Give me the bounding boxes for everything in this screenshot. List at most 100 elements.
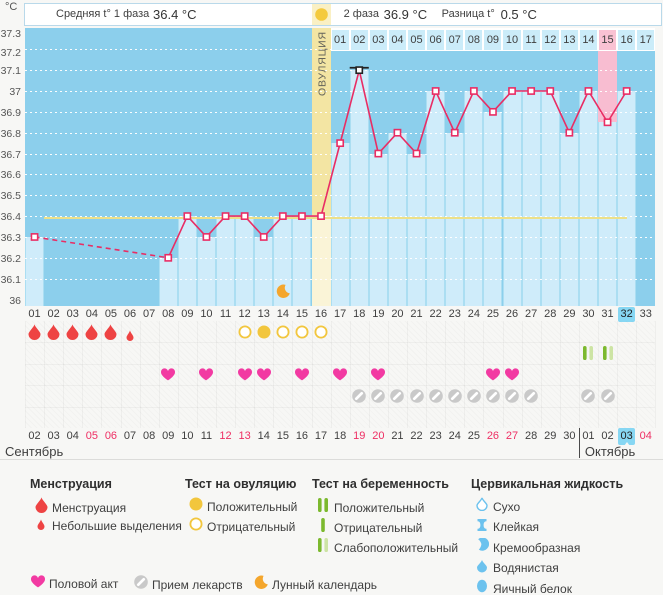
cycle-day-number[interactable]: 14	[276, 308, 289, 320]
medication-icon[interactable]	[428, 389, 443, 408]
menstruation-icon[interactable]	[66, 324, 79, 345]
cycle-day-number[interactable]: 04	[85, 308, 98, 320]
temperature-bar[interactable]	[540, 91, 560, 306]
calendar-date[interactable]: 17	[314, 430, 328, 442]
cycle-day-number[interactable]: 32	[618, 307, 636, 322]
cycle-day-number[interactable]: 20	[391, 308, 404, 320]
temperature-bar[interactable]	[235, 216, 255, 306]
medication-icon[interactable]	[371, 389, 386, 408]
cycle-day-number[interactable]: 16	[314, 308, 328, 320]
menstruation-icon[interactable]	[104, 324, 117, 345]
temperature-bar[interactable]	[407, 153, 427, 306]
cycle-day-number[interactable]: 06	[123, 308, 137, 320]
calendar-date[interactable]: 01	[582, 430, 595, 442]
cycle-day-number[interactable]: 07	[143, 308, 156, 320]
calendar-date[interactable]: 10	[181, 430, 194, 442]
calendar-date[interactable]: 13	[238, 430, 251, 442]
phase2-day-cell[interactable]: 06	[427, 29, 445, 50]
cycle-day-number[interactable]: 09	[181, 308, 194, 320]
phase2-day-cell[interactable]: 16	[618, 29, 636, 50]
cycle-day-number[interactable]: 21	[410, 308, 423, 320]
calendar-date[interactable]: 18	[334, 430, 347, 442]
phase2-day-cell[interactable]: 04	[388, 29, 406, 50]
cycle-day-number[interactable]: 25	[486, 308, 500, 320]
cycle-day-number[interactable]: 08	[162, 308, 175, 320]
phase2-day-cell[interactable]: 02	[350, 29, 368, 50]
temperature-bar[interactable]	[502, 91, 522, 306]
calendar-date[interactable]: 06	[104, 430, 118, 442]
intercourse-icon[interactable]	[161, 368, 176, 386]
calendar-date[interactable]: 09	[162, 430, 175, 442]
cycle-day-number[interactable]: 11	[219, 308, 232, 320]
cycle-day-number[interactable]: 12	[238, 308, 251, 320]
temperature-bar[interactable]	[177, 216, 197, 306]
cycle-day-number[interactable]: 24	[467, 308, 480, 320]
pregnancy-test-weak-icon[interactable]	[602, 345, 614, 366]
cycle-day-number[interactable]: 30	[582, 308, 595, 320]
menstruation-icon[interactable]	[47, 324, 60, 345]
cycle-day-number[interactable]: 19	[372, 308, 385, 320]
temperature-bar[interactable]	[349, 70, 369, 306]
ovulation-test-negative-icon[interactable]	[314, 325, 328, 344]
medication-icon[interactable]	[524, 389, 538, 408]
ovulation-test-positive-icon[interactable]	[257, 325, 271, 344]
phase2-day-cell[interactable]: 09	[484, 29, 502, 50]
cycle-day-number[interactable]: 03	[66, 308, 79, 320]
phase2-day-cell[interactable]: 13	[560, 29, 578, 50]
calendar-date[interactable]: 14	[257, 430, 270, 442]
intercourse-icon[interactable]	[256, 368, 271, 386]
calendar-date[interactable]: 28	[525, 430, 538, 442]
menstruation-icon[interactable]	[28, 324, 41, 345]
temperature-bar[interactable]	[559, 132, 579, 306]
temperature-bar[interactable]	[598, 122, 618, 306]
calendar-date[interactable]: 30	[563, 430, 576, 442]
menstruation-icon[interactable]	[85, 324, 98, 345]
temperature-bar[interactable]	[464, 91, 484, 306]
intercourse-icon[interactable]	[333, 368, 348, 386]
temperature-bar[interactable]	[254, 236, 274, 306]
medication-icon[interactable]	[352, 389, 367, 408]
calendar-date[interactable]: 02	[28, 430, 41, 442]
calendar-date[interactable]: 19	[353, 430, 366, 442]
temperature-bar[interactable]	[273, 216, 293, 306]
ovulation-test-negative-icon[interactable]	[295, 325, 309, 344]
intercourse-icon[interactable]	[199, 368, 214, 386]
medication-icon[interactable]	[581, 389, 596, 408]
cycle-day-number[interactable]: 18	[353, 308, 366, 320]
temperature-bar[interactable]	[292, 216, 312, 306]
cycle-day-number[interactable]: 28	[544, 308, 557, 320]
intercourse-icon[interactable]	[371, 368, 386, 386]
cycle-day-number[interactable]: 15	[295, 308, 309, 320]
phase2-day-cell[interactable]: 12	[541, 29, 559, 50]
phase2-day-cell[interactable]: 03	[369, 29, 387, 50]
cycle-day-number[interactable]: 23	[448, 308, 461, 320]
cycle-day-number[interactable]: 29	[563, 308, 576, 320]
calendar-date[interactable]: 08	[143, 430, 156, 442]
calendar-date[interactable]: 21	[391, 430, 404, 442]
temperature-bar[interactable]	[330, 143, 350, 306]
cycle-day-number[interactable]: 01	[28, 308, 41, 320]
calendar-date[interactable]: 12	[219, 430, 232, 442]
calendar-date[interactable]: 26	[486, 430, 500, 442]
temperature-bar[interactable]	[578, 91, 598, 306]
events-grid[interactable]	[25, 321, 655, 428]
intercourse-icon[interactable]	[505, 368, 520, 386]
calendar-date[interactable]: 29	[544, 430, 557, 442]
temperature-bar[interactable]	[196, 236, 216, 306]
phase2-day-cell[interactable]: 07	[446, 29, 464, 50]
phase2-day-cell[interactable]: 08	[465, 29, 483, 50]
calendar-date[interactable]: 03	[47, 430, 60, 442]
phase2-day-cell[interactable]: 10	[503, 29, 521, 50]
intercourse-icon[interactable]	[237, 368, 252, 386]
phase2-day-cell[interactable]: 05	[407, 29, 426, 50]
phase2-day-cell[interactable]: 14	[579, 29, 597, 50]
cycle-day-number[interactable]: 33	[639, 308, 652, 320]
ovulation-test-negative-icon[interactable]	[238, 325, 252, 344]
medication-icon[interactable]	[486, 389, 500, 408]
calendar-date[interactable]: 25	[467, 430, 480, 442]
medication-icon[interactable]	[409, 389, 424, 408]
temperature-series[interactable]: ОВУЛЯЦИЯ	[25, 28, 655, 306]
medication-icon[interactable]	[447, 389, 462, 408]
phase2-day-cell[interactable]: 11	[522, 29, 540, 50]
calendar-date[interactable]: 16	[295, 430, 309, 442]
